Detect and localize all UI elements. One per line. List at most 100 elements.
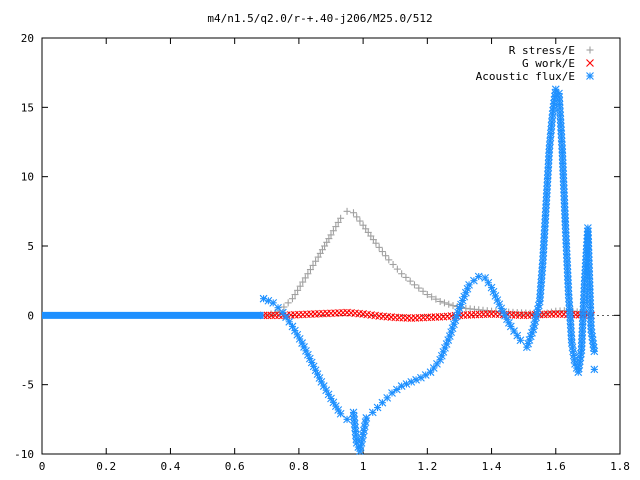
- data-point: [506, 322, 515, 331]
- data-point: [460, 292, 469, 301]
- data-point: [271, 311, 280, 320]
- data-point: [312, 257, 320, 265]
- data-point: [294, 286, 302, 294]
- data-point: [334, 218, 342, 226]
- data-point: [419, 287, 427, 295]
- y-tick-label: 15: [21, 101, 34, 114]
- data-point: [375, 243, 383, 251]
- data-point: [314, 253, 322, 261]
- data-point: [267, 311, 276, 320]
- data-point: [325, 235, 333, 243]
- data-point: [590, 347, 599, 356]
- data-point: [561, 228, 570, 237]
- data-point: [423, 291, 431, 299]
- data-point: [362, 225, 370, 233]
- data-point: [584, 242, 593, 250]
- data-point: [288, 295, 296, 303]
- y-tick-label: 20: [21, 32, 34, 45]
- data-point: [321, 242, 329, 250]
- data-point: [382, 252, 390, 260]
- x-tick-label: 1.2: [417, 460, 437, 473]
- data-point: [436, 355, 445, 364]
- x-tick-label: 0.4: [161, 460, 181, 473]
- data-point: [263, 311, 272, 320]
- x-tick-label: 0.2: [96, 460, 116, 473]
- data-point: [558, 152, 567, 161]
- data-point: [433, 359, 441, 368]
- data-point: [332, 223, 340, 231]
- data-point: [415, 284, 423, 292]
- data-marks: [42, 85, 599, 456]
- data-point: [309, 261, 317, 269]
- data-point: [445, 300, 453, 308]
- legend-marker: [586, 72, 594, 80]
- data-point: [586, 318, 595, 326]
- data-point: [562, 243, 571, 251]
- data-point: [559, 177, 568, 186]
- data-point: [327, 231, 335, 239]
- data-point: [436, 297, 444, 305]
- data-point: [585, 281, 594, 290]
- data-point: [299, 278, 307, 286]
- x-tick-label: 0.6: [225, 460, 245, 473]
- data-point: [369, 236, 377, 244]
- plot-frame: [41, 37, 621, 455]
- data-point: [577, 346, 586, 354]
- data-point: [524, 339, 533, 348]
- data-point: [463, 284, 472, 293]
- data-point: [278, 308, 287, 317]
- data-point: [367, 232, 375, 240]
- data-point: [426, 368, 435, 377]
- data-point: [306, 266, 314, 274]
- data-point: [353, 213, 361, 221]
- data-point: [578, 316, 587, 325]
- series-1: [259, 308, 595, 322]
- legend-marker: [586, 46, 594, 54]
- data-point: [586, 289, 594, 297]
- data-point: [585, 278, 594, 287]
- data-point: [432, 295, 440, 303]
- data-point: [282, 313, 290, 322]
- data-point: [291, 291, 299, 299]
- data-point: [564, 279, 573, 288]
- x-axis-ticks: 0 0.2 0.4 0.6 0.8 1 1.2 1.4 1.6 1.8: [39, 38, 630, 473]
- x-tick-label: 1.8: [610, 460, 630, 473]
- data-point: [563, 272, 572, 281]
- data-point: [585, 267, 594, 276]
- chart-title: m4/n1.5/q2.0/r-+.40-j206/M25.0/512: [207, 12, 432, 25]
- data-point: [584, 245, 593, 254]
- legend-marker: [586, 59, 594, 67]
- data-point: [560, 188, 568, 197]
- x-tick-label: 1.4: [482, 460, 502, 473]
- data-point: [564, 283, 573, 292]
- data-point: [586, 300, 595, 308]
- data-point: [474, 272, 483, 281]
- data-point: [579, 309, 588, 318]
- data-point: [362, 414, 371, 422]
- x-tick-label: 0.8: [289, 460, 309, 473]
- data-point: [356, 217, 364, 225]
- data-point: [343, 415, 351, 424]
- data-point: [372, 239, 380, 247]
- legend-label: R stress/E: [509, 44, 575, 57]
- data-point: [578, 327, 587, 336]
- data-point: [484, 278, 493, 287]
- data-point: [337, 214, 345, 222]
- data-point: [429, 364, 438, 372]
- data-point: [584, 224, 592, 232]
- data-point: [402, 273, 410, 281]
- data-point: [343, 207, 351, 215]
- data-point: [378, 248, 386, 256]
- data-point: [364, 228, 372, 236]
- data-point: [285, 317, 294, 326]
- data-point: [585, 260, 593, 269]
- data-point: [389, 260, 397, 268]
- data-point: [586, 314, 595, 323]
- data-point: [349, 209, 357, 217]
- data-point: [579, 298, 588, 307]
- data-point: [351, 431, 360, 440]
- data-point: [449, 302, 457, 310]
- data-point: [316, 249, 324, 257]
